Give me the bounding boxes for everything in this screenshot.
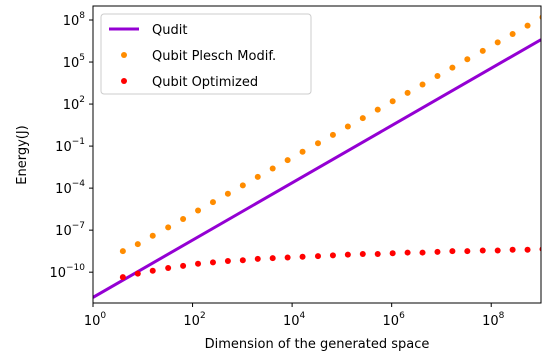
y-tick-label: 10−10: [49, 263, 85, 281]
plesch-point: [464, 56, 471, 63]
optimized-point: [195, 260, 202, 267]
plesch-point: [524, 22, 531, 29]
optimized-point: [464, 248, 471, 255]
plot-frame: [92, 5, 542, 304]
plesch-point: [314, 140, 321, 147]
plesch-point: [539, 14, 541, 20]
optimized-point: [434, 248, 441, 255]
y-axis-label: Energy(J): [15, 125, 30, 185]
optimized-point: [149, 267, 156, 274]
plesch-point: [149, 232, 156, 239]
plesch-point: [119, 248, 126, 255]
plesch-point: [344, 123, 351, 130]
optimized-point: [269, 255, 276, 262]
x-axis-label: Dimension of the generated space: [205, 337, 430, 352]
plesch-point: [239, 182, 246, 189]
legend: Qudit Qubit Plesch Modif. Qubit Optimized: [100, 13, 312, 95]
optimized-point: [209, 259, 216, 266]
y-tick-label: 10−7: [55, 221, 85, 239]
optimized-point: [134, 270, 141, 277]
plesch-point: [509, 31, 516, 38]
plesch-point: [404, 89, 411, 96]
plesch-point: [180, 215, 187, 222]
x-tick-label: 102: [183, 311, 205, 329]
plesch-point: [165, 224, 172, 231]
legend-swatch-dot: [121, 78, 127, 84]
optimized-point: [119, 274, 126, 281]
x-tick-label: 108: [482, 311, 505, 329]
plesch-point: [389, 98, 396, 105]
x-tick-label: 104: [283, 311, 306, 329]
optimized-point: [374, 250, 381, 257]
plesch-point: [374, 106, 381, 113]
optimized-point: [389, 250, 396, 257]
optimized-point: [314, 253, 321, 260]
optimized-point: [180, 262, 187, 269]
y-tick-label: 10−4: [55, 179, 85, 197]
plesch-point: [419, 81, 426, 88]
y-tick-label: 102: [63, 95, 85, 113]
legend-label: Qubit Plesch Modif.: [152, 49, 276, 64]
plesch-point: [359, 115, 366, 122]
legend-frame: [100, 13, 312, 95]
plesch-point: [299, 148, 306, 155]
optimized-point: [239, 257, 246, 264]
legend-swatch-dot: [121, 52, 127, 58]
tick-marks: [89, 19, 492, 307]
optimized-point: [254, 255, 261, 262]
optimized-point: [494, 247, 501, 254]
plesch-point: [269, 165, 276, 172]
tick-labels: 100 102 104 106 108 10−10 10−7 10−4 10−1 102 105 10…: [49, 11, 504, 329]
y-tick-label: 108: [63, 11, 86, 29]
plesch-point: [494, 39, 501, 46]
optimized-point: [539, 246, 541, 252]
qudit-line: [93, 38, 541, 299]
y-tick-label: 10−1: [55, 137, 85, 155]
optimized-point: [524, 246, 531, 253]
optimized-point: [449, 248, 456, 255]
legend-label: Qudit: [152, 23, 187, 38]
x-tick-label: 100: [84, 311, 107, 329]
optimized-point: [329, 252, 336, 259]
optimized-point: [344, 251, 351, 258]
optimized-point: [165, 264, 172, 271]
y-tick-label: 105: [63, 53, 85, 71]
optimized-point: [359, 250, 366, 257]
optimized-point: [404, 249, 411, 256]
legend-label: Qubit Optimized: [152, 75, 258, 90]
plesch-point: [254, 173, 261, 180]
plot-area: [93, 14, 541, 299]
plesch-point: [479, 47, 486, 54]
plesch-point: [134, 241, 141, 248]
plesch-point: [224, 190, 231, 197]
optimized-point: [479, 247, 486, 254]
plesch-point: [209, 199, 216, 206]
optimized-point: [224, 257, 231, 264]
optimized-point: [509, 246, 516, 253]
optimized-point: [284, 254, 291, 261]
plesch-point: [329, 131, 336, 138]
optimized-point: [299, 253, 306, 260]
optimized-point: [419, 249, 426, 256]
plesch-point: [284, 157, 291, 164]
plesch-point: [449, 64, 456, 71]
plesch-point: [195, 207, 202, 214]
plesch-point: [434, 73, 441, 80]
x-tick-label: 106: [383, 311, 406, 329]
